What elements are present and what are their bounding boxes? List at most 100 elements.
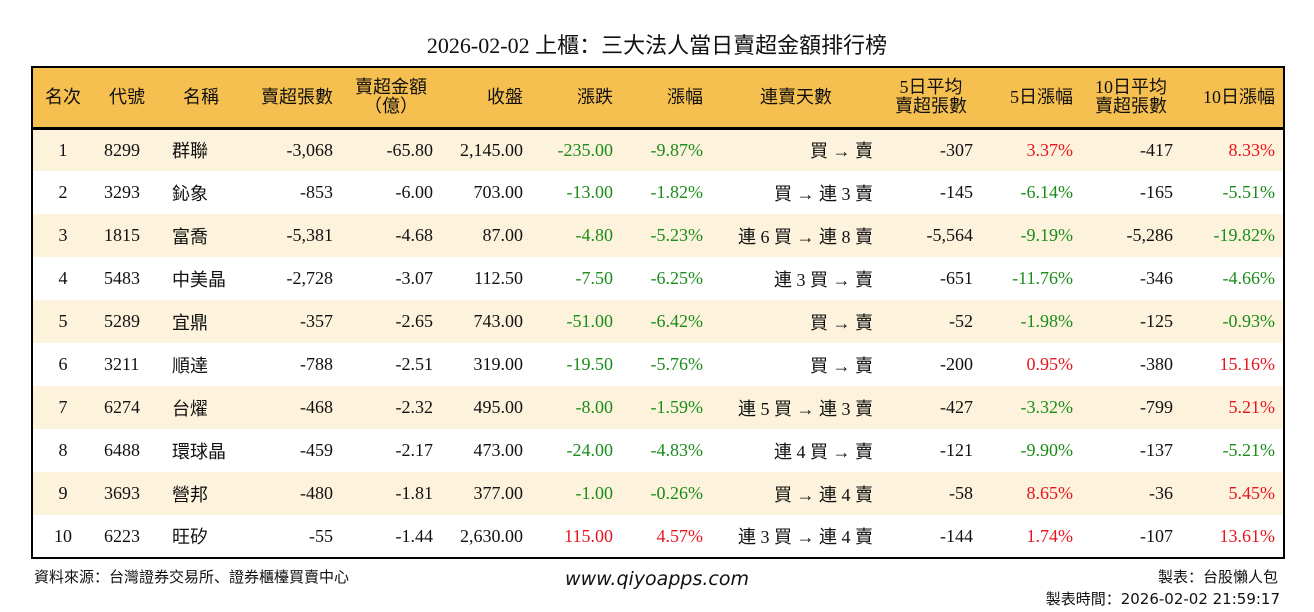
change10-pct-cell: -19.82% xyxy=(1213,225,1276,245)
avg10-net-sell-cell: -799 xyxy=(1140,397,1173,417)
avg5-net-sell-cell: -427 xyxy=(940,397,973,417)
avg5-net-sell-cell: -121 xyxy=(940,440,973,460)
stock-name-cell: 宜鼎 xyxy=(172,312,208,333)
net-sell-lots-cell: -5,381 xyxy=(286,225,334,245)
rank-cell: 3 xyxy=(58,225,68,245)
net-sell-amount-cell: -3.07 xyxy=(395,268,434,288)
column-header: 名稱 xyxy=(183,86,219,107)
table-row: 2 3293 鈊象 -853 -6.00 703.00 -13.00 -1.82% 買 → 連 … xyxy=(32,171,1284,214)
data-source: 資料來源：台灣證券交易所、證券櫃檯買賣中心 xyxy=(34,568,350,586)
change-cell: -13.00 xyxy=(566,182,614,202)
change-pct-cell: -1.82% xyxy=(650,182,704,202)
change-pct-cell: 4.57% xyxy=(656,525,704,546)
change5-pct-cell: -1.98% xyxy=(1020,311,1074,331)
net-sell-amount-cell: -1.44 xyxy=(395,525,434,546)
table-row: 10 6223 旺矽 -55 -1.44 2,630.00 115.00 4.57% 連 3 買… xyxy=(32,515,1284,558)
change5-pct-cell: -9.90% xyxy=(1020,440,1074,460)
avg5-net-sell-cell: -200 xyxy=(940,354,973,374)
change5-pct-cell: 1.74% xyxy=(1026,525,1074,546)
avg5-net-sell-cell: -145 xyxy=(940,182,973,202)
page-title: 2026-02-02 上櫃：三大法人當日賣超金額排行榜 xyxy=(426,33,888,58)
change5-pct-cell: 0.95% xyxy=(1026,354,1074,374)
stock-name-cell: 群聯 xyxy=(172,141,208,162)
change-pct-cell: -4.83% xyxy=(650,440,704,460)
close-price-cell: 2,145.00 xyxy=(460,139,523,160)
streak-cell: 連 6 買 → 連 8 賣 xyxy=(738,226,873,247)
column-header: 賣超金額 （億） xyxy=(355,77,427,117)
avg10-net-sell-cell: -36 xyxy=(1149,483,1173,503)
change10-pct-cell: 15.16% xyxy=(1219,354,1276,374)
change-pct-cell: -9.87% xyxy=(650,139,704,160)
change5-pct-cell: -3.32% xyxy=(1020,397,1074,417)
change10-pct-cell: 5.21% xyxy=(1228,397,1276,417)
avg10-net-sell-cell: -137 xyxy=(1140,440,1173,460)
rank-cell: 1 xyxy=(58,139,68,160)
avg10-net-sell-cell: -107 xyxy=(1140,525,1173,546)
column-header: 收盤 xyxy=(487,86,523,107)
change10-pct-cell: 8.33% xyxy=(1228,139,1276,160)
avg5-net-sell-cell: -651 xyxy=(940,268,973,288)
change-pct-cell: -6.25% xyxy=(650,268,704,288)
change10-pct-cell: 5.45% xyxy=(1228,483,1276,503)
change5-pct-cell: -11.76% xyxy=(1012,268,1073,288)
close-price-cell: 473.00 xyxy=(473,440,524,460)
net-sell-lots-cell: -788 xyxy=(300,354,333,374)
avg5-net-sell-cell: -307 xyxy=(940,139,973,160)
table-header-row: 名次 代號 名稱 賣超張數 賣超金額 （億） 收盤 漲跌 漲幅 連賣天數 5日平均 賣超張數 5日漲… xyxy=(32,67,1284,128)
change10-pct-cell: -5.51% xyxy=(1222,182,1276,202)
table-row: 7 6274 台燿 -468 -2.32 495.00 -8.00 -1.59% 連 5 買 →… xyxy=(32,386,1284,429)
change5-pct-cell: 8.65% xyxy=(1026,483,1074,503)
change-pct-cell: -1.59% xyxy=(650,397,704,417)
change10-pct-cell: -4.66% xyxy=(1222,268,1276,288)
net-sell-amount-cell: -1.81 xyxy=(395,483,434,503)
stock-code-cell: 1815 xyxy=(104,225,140,245)
stock-name-cell: 環球晶 xyxy=(172,441,226,462)
change5-pct-cell: 3.37% xyxy=(1026,139,1074,160)
rank-cell: 9 xyxy=(58,483,68,503)
net-sell-amount-cell: -65.80 xyxy=(386,139,434,160)
avg10-net-sell-cell: -417 xyxy=(1140,139,1173,160)
rank-cell: 8 xyxy=(58,440,68,460)
net-sell-lots-cell: -2,728 xyxy=(286,268,334,288)
close-price-cell: 319.00 xyxy=(473,354,524,374)
stock-name-cell: 旺矽 xyxy=(172,527,208,547)
streak-cell: 買 → 連 4 賣 xyxy=(774,484,873,505)
close-price-cell: 87.00 xyxy=(482,225,524,245)
table-row: 4 5483 中美晶 -2,728 -3.07 112.50 -7.50 -6.25% 連 3 … xyxy=(32,257,1284,300)
change-cell: -19.50 xyxy=(566,354,614,374)
avg10-net-sell-cell: -125 xyxy=(1140,311,1173,331)
stock-name-cell: 鈊象 xyxy=(172,183,208,204)
streak-cell: 買 → 連 3 賣 xyxy=(774,183,873,204)
rank-cell: 2 xyxy=(58,182,68,202)
table-row: 3 1815 富喬 -5,381 -4.68 87.00 -4.80 -5.23% 連 6 買 … xyxy=(32,214,1284,257)
change-cell: 115.00 xyxy=(564,525,613,546)
maker-label: 製表：台股懶人包 xyxy=(1157,568,1278,586)
net-sell-lots-cell: -55 xyxy=(309,525,333,546)
avg10-net-sell-cell: -5,286 xyxy=(1126,225,1174,245)
change-pct-cell: -6.42% xyxy=(650,311,704,331)
close-price-cell: 377.00 xyxy=(473,483,524,503)
website-link[interactable]: www.qiyoapps.com xyxy=(565,568,749,590)
avg5-net-sell-cell: -144 xyxy=(940,525,973,546)
column-header: 5日平均 賣超張數 xyxy=(895,77,967,117)
net-sell-amount-cell: -2.17 xyxy=(395,440,434,460)
net-sell-lots-cell: -468 xyxy=(300,397,333,417)
rank-cell: 6 xyxy=(58,354,68,374)
stock-name-cell: 營邦 xyxy=(172,484,208,505)
close-price-cell: 703.00 xyxy=(473,182,524,202)
table-row: 1 8299 群聯 -3,068 -65.80 2,145.00 -235.00 -9.87%… xyxy=(32,128,1284,171)
change10-pct-cell: -5.21% xyxy=(1222,440,1276,460)
column-header: 10日漲幅 xyxy=(1203,86,1275,107)
net-sell-lots-cell: -459 xyxy=(300,440,333,460)
column-header: 賣超張數 xyxy=(261,86,333,107)
streak-cell: 買 → 賣 xyxy=(810,312,873,333)
stock-code-cell: 3211 xyxy=(104,354,140,374)
close-price-cell: 112.50 xyxy=(474,268,523,288)
net-sell-lots-cell: -357 xyxy=(300,311,333,331)
change5-pct-cell: -9.19% xyxy=(1020,225,1074,245)
change-pct-cell: -0.26% xyxy=(650,483,704,503)
change-cell: -4.80 xyxy=(575,225,614,245)
net-sell-lots-cell: -480 xyxy=(300,483,333,503)
streak-cell: 買 → 賣 xyxy=(810,141,873,162)
stock-code-cell: 6488 xyxy=(104,440,140,460)
